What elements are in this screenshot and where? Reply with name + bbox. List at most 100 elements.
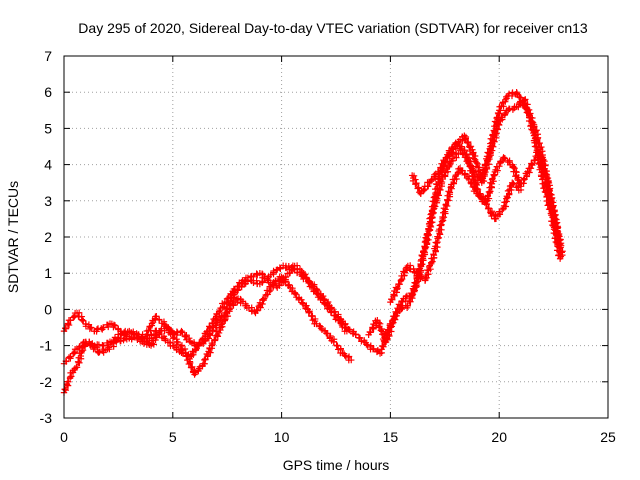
data-point-fill xyxy=(439,213,446,221)
data-point-fill xyxy=(427,223,435,231)
data-point-fill xyxy=(93,328,100,335)
data-point-fill xyxy=(234,283,241,290)
y-tick-label: 1 xyxy=(44,265,52,281)
data-point-fill xyxy=(501,111,509,118)
data-point-fill xyxy=(208,319,216,327)
data-point-fill xyxy=(90,345,97,353)
data-point-fill xyxy=(216,308,223,315)
data-point-fill xyxy=(130,328,137,335)
data-point-fill xyxy=(420,249,427,256)
x-tick-label: 5 xyxy=(169,429,177,445)
data-point-fill xyxy=(96,348,103,355)
data-point-fill xyxy=(229,298,236,306)
data-point-fill xyxy=(231,287,239,294)
data-point-fill xyxy=(434,191,441,198)
data-point-fill xyxy=(366,328,374,336)
x-tick-label: 25 xyxy=(600,429,616,445)
data-point-fill xyxy=(541,169,549,177)
data-point-fill xyxy=(511,165,518,172)
x-tick-label: 15 xyxy=(383,429,399,445)
data-point-fill xyxy=(384,326,391,333)
data-point-fill xyxy=(535,140,543,147)
data-point-fill xyxy=(321,300,328,308)
data-point-fill xyxy=(155,331,163,338)
data-point-fill xyxy=(209,341,216,348)
data-point-fill xyxy=(424,232,431,239)
data-point-fill xyxy=(418,252,426,260)
series-track-g xyxy=(408,89,564,248)
data-point-fill xyxy=(429,258,436,265)
data-point-fill xyxy=(484,193,491,200)
data-point-fill xyxy=(182,333,189,340)
data-point-fill xyxy=(427,214,434,221)
data-point-fill xyxy=(198,336,206,343)
y-tick-label: 4 xyxy=(44,157,52,173)
data-point-fill xyxy=(398,305,405,313)
data-point-fill xyxy=(218,321,225,328)
data-point-fill xyxy=(179,329,186,336)
data-point-fill xyxy=(282,273,289,281)
data-point-fill xyxy=(313,290,321,297)
data-point-fill xyxy=(418,261,426,268)
data-point-fill xyxy=(110,337,117,345)
data-point-fill xyxy=(76,359,83,367)
data-point-fill xyxy=(185,334,193,342)
data-point-fill xyxy=(356,334,363,341)
y-tick-label: 7 xyxy=(44,48,52,64)
data-point-fill xyxy=(201,356,208,364)
data-point-fill xyxy=(214,333,222,340)
data-point-fill xyxy=(303,302,310,309)
data-point-fill xyxy=(425,182,432,190)
data-point-fill xyxy=(150,341,158,348)
data-point-fill xyxy=(78,316,86,323)
data-point-fill xyxy=(70,349,78,357)
data-point-fill xyxy=(494,167,501,174)
data-point xyxy=(517,186,525,194)
data-point-fill xyxy=(135,331,142,338)
data-point-fill xyxy=(88,324,95,331)
y-tick-label: 2 xyxy=(44,229,52,245)
data-point-fill xyxy=(166,339,174,346)
data-point-fill xyxy=(485,150,492,157)
data-point-fill xyxy=(162,335,169,343)
data-point-fill xyxy=(452,142,459,150)
data-point-fill xyxy=(551,215,559,222)
data-point-fill xyxy=(434,168,442,176)
data-point-fill xyxy=(470,155,478,162)
data-point-fill xyxy=(308,313,315,320)
data-point-fill xyxy=(318,326,326,333)
data-point-fill xyxy=(545,186,552,194)
data-point-fill xyxy=(275,281,283,289)
data-point-fill xyxy=(253,306,260,314)
x-tick-label: 10 xyxy=(274,429,290,445)
data-point-fill xyxy=(358,338,365,345)
data-point-fill xyxy=(207,349,214,356)
data-point-fill xyxy=(392,308,399,316)
data-point-fill xyxy=(319,296,327,303)
y-axis-label: SDTVAR / TECUs xyxy=(5,181,21,293)
data-point-fill xyxy=(418,273,426,281)
data-point-fill xyxy=(206,324,214,331)
data-point-fill xyxy=(514,175,521,183)
data-point-fill xyxy=(430,202,438,210)
data-point-fill xyxy=(480,167,488,174)
data-point-fill xyxy=(545,179,553,187)
data-point-fill xyxy=(333,342,340,349)
data-point-fill xyxy=(394,285,401,292)
data-point-fill xyxy=(412,180,420,188)
data-point-fill xyxy=(488,176,496,183)
y-tick-label: -1 xyxy=(40,338,53,354)
data-point-fill xyxy=(186,359,194,367)
data-point-fill xyxy=(502,203,509,210)
data-point-fill xyxy=(506,105,513,113)
data-point-fill xyxy=(462,135,469,142)
data-point-fill xyxy=(508,186,515,194)
data-point-fill xyxy=(190,339,198,346)
data-point-fill xyxy=(305,279,312,287)
data-point-fill xyxy=(61,386,68,393)
data-point xyxy=(348,356,355,364)
data-point-fill xyxy=(432,248,439,255)
data-point-fill xyxy=(289,267,296,274)
data-point-fill xyxy=(323,329,330,337)
